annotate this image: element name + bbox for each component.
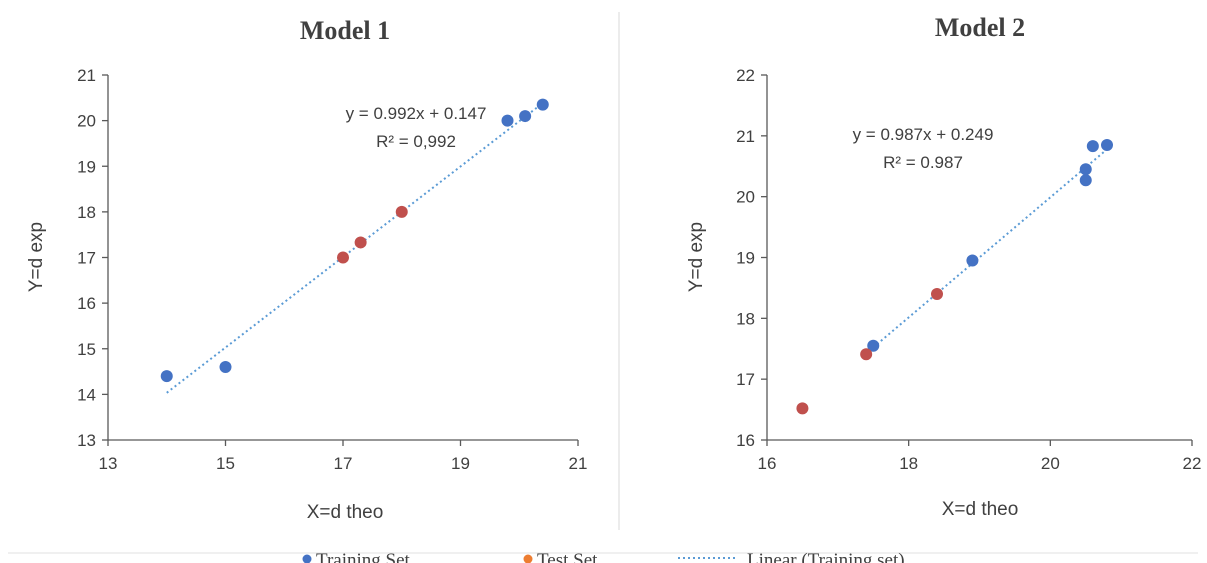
legend-marker-test-set bbox=[523, 554, 533, 563]
legend-marker-training-set bbox=[302, 554, 312, 563]
data-point-training-set bbox=[1079, 174, 1092, 187]
x-tick-label: 21 bbox=[569, 454, 588, 473]
y-tick-label: 20 bbox=[77, 112, 96, 131]
data-point-training-set bbox=[867, 339, 880, 352]
y-axis-label: Y=d exp bbox=[686, 222, 707, 292]
x-tick-label: 13 bbox=[99, 454, 118, 473]
y-tick-label: 15 bbox=[77, 340, 96, 359]
data-point-training-set bbox=[160, 370, 173, 383]
y-tick-label: 20 bbox=[736, 188, 755, 207]
y-tick-label: 16 bbox=[77, 294, 96, 313]
x-tick-label: 17 bbox=[334, 454, 353, 473]
r-squared-label: R² = 0.987 bbox=[883, 153, 963, 172]
trendline bbox=[166, 102, 544, 394]
legend-label-linear-trend: Linear (Training set) bbox=[747, 550, 905, 563]
data-point-test-set bbox=[796, 402, 809, 415]
chart-title: Model 2 bbox=[935, 13, 1025, 42]
data-point-training-set bbox=[966, 254, 979, 267]
y-tick-label: 14 bbox=[77, 385, 96, 404]
legend-label-test-set: Test Set bbox=[537, 550, 598, 563]
y-tick-label: 19 bbox=[77, 157, 96, 176]
data-point-training-set bbox=[501, 114, 514, 127]
y-tick-label: 22 bbox=[736, 66, 755, 85]
x-tick-label: 20 bbox=[1041, 454, 1060, 473]
x-tick-label: 16 bbox=[758, 454, 777, 473]
data-point-test-set bbox=[931, 288, 943, 300]
legend: Training Set Test Set Linear (Training s… bbox=[302, 550, 905, 563]
data-point-test-set bbox=[337, 251, 349, 264]
data-point-training-set bbox=[1079, 163, 1092, 176]
r-squared-label: R² = 0,992 bbox=[376, 132, 456, 151]
data-point-training-set bbox=[519, 110, 532, 123]
equation-label: y = 0.992x + 0.147 bbox=[346, 104, 487, 123]
data-point-test-set bbox=[860, 348, 873, 361]
y-tick-label: 21 bbox=[736, 127, 755, 146]
y-tick-label: 18 bbox=[736, 309, 755, 328]
x-axis-label: X=d theo bbox=[942, 499, 1019, 520]
x-axis-label: X=d theo bbox=[307, 502, 384, 523]
x-tick-label: 19 bbox=[451, 454, 470, 473]
x-tick-label: 18 bbox=[899, 454, 918, 473]
y-tick-label: 16 bbox=[736, 431, 755, 450]
data-point-training-set bbox=[536, 98, 549, 111]
trendline bbox=[872, 148, 1108, 349]
data-point-training-set bbox=[219, 361, 232, 373]
legend-label-training-set: Training Set bbox=[316, 550, 411, 563]
data-point-test-set bbox=[354, 236, 367, 249]
y-tick-label: 21 bbox=[77, 66, 96, 85]
y-tick-label: 13 bbox=[77, 431, 96, 450]
data-point-test-set bbox=[395, 205, 408, 218]
chart-model-2: Model 2 X=d theo Y=d exp y = 0.987x + 0.… bbox=[686, 13, 1201, 520]
y-axis-label: Y=d exp bbox=[26, 222, 47, 292]
y-tick-label: 17 bbox=[77, 249, 96, 268]
chart-title: Model 1 bbox=[300, 16, 390, 45]
x-tick-label: 22 bbox=[1183, 454, 1202, 473]
equation-label: y = 0.987x + 0.249 bbox=[853, 125, 994, 144]
y-tick-label: 17 bbox=[736, 370, 755, 389]
chart-model-1: Model 1 X=d theo Y=d exp y = 0.992x + 0.… bbox=[26, 16, 587, 523]
y-tick-label: 19 bbox=[736, 249, 755, 268]
data-point-training-set bbox=[1086, 140, 1099, 153]
data-point-training-set bbox=[1101, 138, 1113, 151]
x-tick-label: 15 bbox=[216, 454, 235, 473]
y-tick-label: 18 bbox=[77, 203, 96, 222]
